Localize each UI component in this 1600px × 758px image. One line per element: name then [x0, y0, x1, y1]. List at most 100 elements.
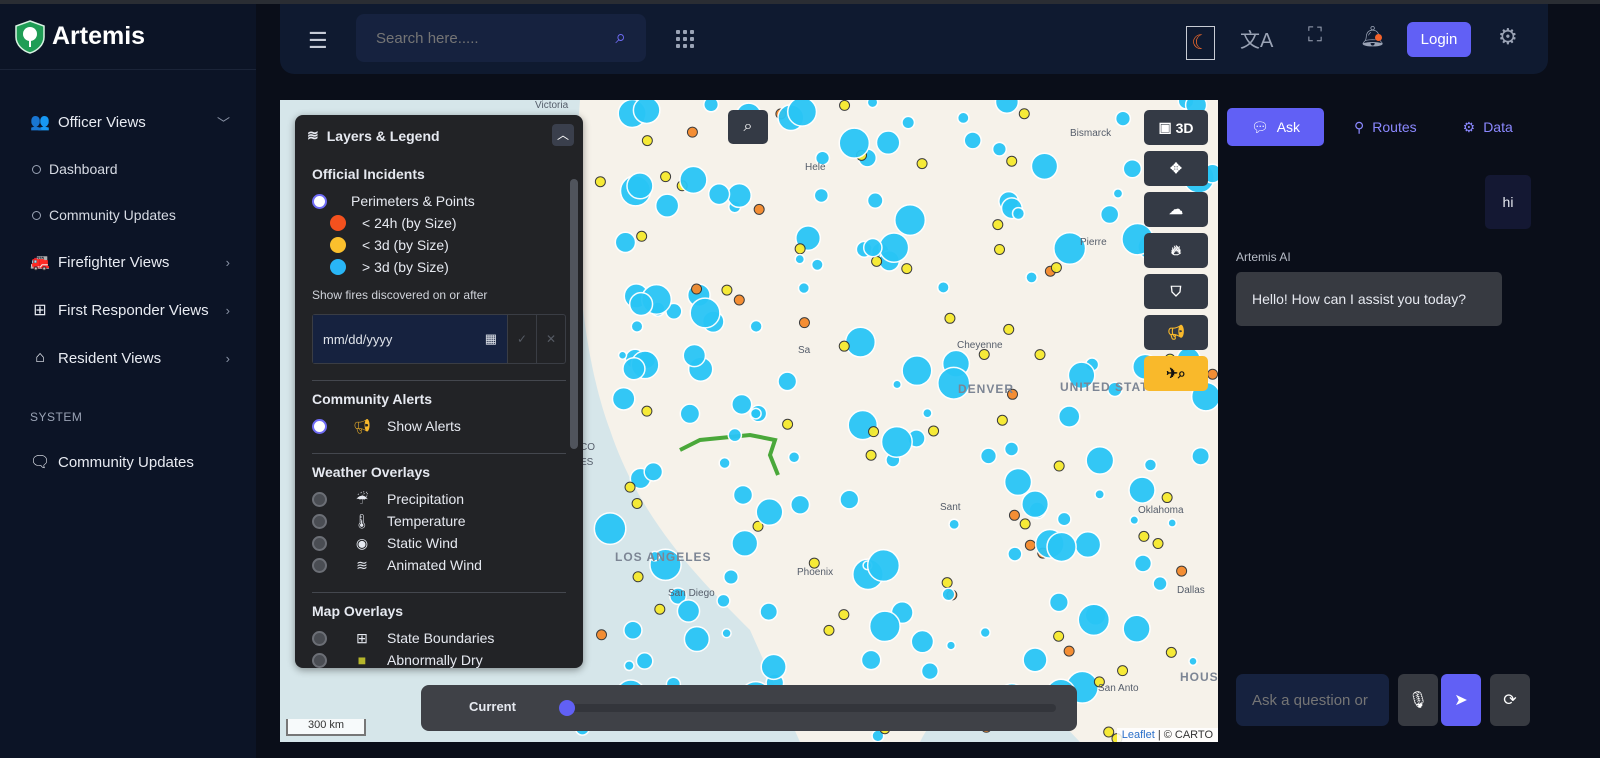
fire-marker: [945, 640, 957, 651]
legend-scrollbar[interactable]: [570, 163, 578, 660]
apps-grid-icon[interactable]: [676, 30, 694, 48]
fire-marker: [1057, 405, 1081, 428]
tab-routes[interactable]: ⚲ Routes: [1334, 108, 1437, 146]
nav-first-responder-views[interactable]: ⊞ First Responder Views ›: [0, 286, 256, 334]
microphone-icon: 🎙︎: [1407, 692, 1429, 709]
fire-marker: [1053, 630, 1065, 642]
collapse-legend-button[interactable]: ︿: [552, 124, 574, 146]
legend-title: Layers & Legend: [326, 127, 440, 144]
send-button[interactable]: ➤: [1441, 674, 1481, 726]
chevron-down-icon: ﹀: [216, 115, 230, 131]
fire-marker: [1093, 676, 1105, 688]
attribution: Leaflet | © CARTO: [1116, 728, 1218, 742]
nav-system-community-updates[interactable]: 🗨 Community Updates: [0, 438, 256, 486]
radio-off[interactable]: [312, 535, 327, 551]
map-search-button[interactable]: ⌕: [728, 110, 768, 144]
weather-button[interactable]: ☁: [1144, 192, 1208, 227]
search-input[interactable]: [376, 29, 576, 47]
radio-off[interactable]: [312, 491, 327, 507]
nav-officer-views[interactable]: 👥 Officer Views ﹀: [0, 98, 256, 146]
nav-firefighter-views[interactable]: 🚒 Firefighter Views ›: [0, 238, 256, 286]
city-label: HOUST: [1180, 670, 1218, 684]
dark-mode-moon-icon[interactable]: ☾: [1186, 26, 1215, 60]
leaflet-link[interactable]: Leaflet: [1121, 729, 1155, 741]
login-button[interactable]: Login: [1407, 22, 1471, 57]
time-track[interactable]: [561, 704, 1056, 712]
time-label: Current: [469, 699, 516, 714]
precipitation-toggle[interactable]: ☔︎ Precipitation: [312, 488, 566, 510]
alerts-button[interactable]: 📢︎: [1144, 315, 1208, 350]
animated-wind-toggle[interactable]: ≋ Animated Wind: [312, 554, 566, 576]
fire-marker: [755, 498, 784, 527]
user-group-icon: 👥: [30, 114, 50, 131]
radio-off[interactable]: [312, 513, 327, 529]
city-label: Cheyenne: [957, 340, 1003, 351]
satellite-search-button[interactable]: ✈⌕: [1144, 356, 1208, 391]
show-alerts-toggle[interactable]: 📢︎ Show Alerts: [312, 415, 566, 437]
clear-date-button[interactable]: ✕: [536, 315, 565, 363]
fire-marker: [1138, 530, 1150, 542]
fire-marker: [798, 317, 810, 329]
fire-marker: [948, 518, 961, 531]
toggle-label: Animated Wind: [387, 557, 482, 573]
app-name: Artemis: [52, 22, 146, 50]
nav-resident-views[interactable]: ⌂ Resident Views ›: [0, 334, 256, 382]
map[interactable]: Victoria Hele Bismarck Pierre Sa Cheyenne DENV…: [280, 100, 1218, 742]
fire-button[interactable]: 🔥︎: [1144, 233, 1208, 268]
city-label: San Diego: [668, 588, 715, 599]
fire-marker: [726, 182, 752, 209]
circle-icon: [32, 210, 41, 220]
radio-on[interactable]: [312, 193, 327, 209]
translate-icon[interactable]: 文A: [1240, 30, 1274, 52]
fire-marker: [679, 403, 701, 425]
perimeters-toggle[interactable]: Perimeters & Points: [312, 190, 566, 212]
check-icon: ✓: [516, 332, 528, 346]
radio-on[interactable]: [312, 418, 327, 434]
refresh-button[interactable]: ⟳: [1490, 674, 1530, 726]
toggle-label: State Boundaries: [387, 630, 495, 646]
shield-button[interactable]: ⛉: [1144, 274, 1208, 309]
temperature-toggle[interactable]: 🌡︎ Temperature: [312, 510, 566, 532]
search-icon[interactable]: ⌕: [615, 27, 626, 48]
chat-input[interactable]: [1236, 674, 1389, 726]
fire-marker: [941, 587, 956, 602]
3d-button[interactable]: ▣ 3D: [1144, 110, 1208, 145]
state-boundaries-toggle[interactable]: ⊞ State Boundaries: [312, 627, 566, 649]
fire-marker: [878, 232, 910, 263]
close-icon: ✕: [545, 332, 557, 346]
fire-marker: [753, 203, 765, 215]
apply-date-button[interactable]: ✓: [507, 315, 536, 363]
tab-ask[interactable]: 💬︎ Ask: [1227, 108, 1324, 146]
fire-marker: [790, 494, 811, 515]
abnormally-dry-toggle[interactable]: ■ Abnormally Dry: [312, 649, 566, 668]
expand-button[interactable]: ✥: [1144, 151, 1208, 186]
circle-icon: [32, 164, 41, 174]
scrollbar-thumb[interactable]: [570, 179, 578, 449]
scale-bar: 300 km: [286, 719, 366, 736]
calendar-icon[interactable]: ▦: [484, 331, 497, 346]
fullscreen-icon[interactable]: ⛶: [1308, 24, 1322, 46]
chat-icon: 🗨: [30, 454, 51, 471]
mic-button[interactable]: 🎙︎: [1398, 674, 1438, 726]
fire-marker: [1067, 361, 1096, 390]
nav-label: Resident Views: [58, 349, 162, 367]
nav-dashboard[interactable]: Dashboard: [0, 146, 256, 192]
brand[interactable]: Artemis: [0, 4, 256, 70]
fire-marker: [901, 355, 933, 387]
compass-icon: ◉: [355, 534, 369, 551]
bell-icon[interactable]: 🔔︎: [1360, 26, 1386, 48]
fire-marker: [979, 626, 991, 639]
radio-off[interactable]: [312, 557, 327, 573]
nav-label: Community Updates: [58, 453, 194, 471]
radio-off[interactable]: [312, 652, 327, 668]
section-title: Community Alerts: [312, 391, 433, 407]
time-knob[interactable]: [559, 700, 575, 716]
date-input[interactable]: mm/dd/yyyy ▦: [313, 315, 507, 363]
gear-icon[interactable]: ⚙: [1498, 24, 1518, 49]
fire-marker: [624, 481, 636, 493]
tab-data[interactable]: ⚙ Data: [1443, 108, 1533, 146]
nav-community-updates[interactable]: Community Updates: [0, 192, 256, 238]
menu-icon[interactable]: ☰: [308, 28, 328, 53]
static-wind-toggle[interactable]: ◉ Static Wind: [312, 532, 566, 554]
radio-off[interactable]: [312, 630, 327, 646]
